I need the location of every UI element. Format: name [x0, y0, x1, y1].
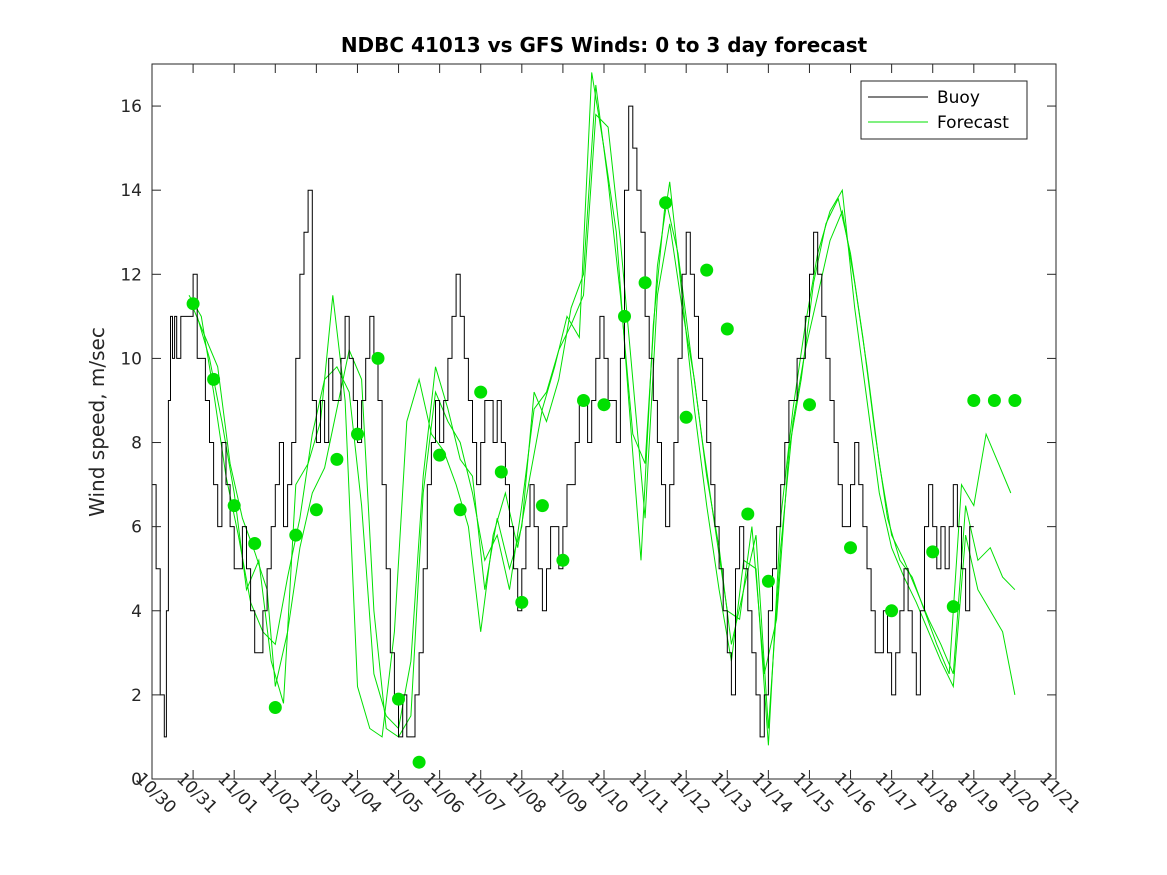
forecast-marker: [494, 465, 508, 479]
forecast-marker: [207, 372, 221, 386]
plot-background: [152, 64, 1056, 779]
forecast-marker: [659, 196, 673, 210]
forecast-marker: [392, 692, 405, 706]
forecast-marker: [577, 394, 590, 407]
chart-title: NDBC 41013 vs GFS Winds: 0 to 3 day fore…: [341, 33, 868, 57]
forecast-marker: [227, 499, 241, 513]
forecast-marker: [515, 595, 529, 609]
buoy-line: [152, 105, 974, 738]
forecast-marker: [433, 448, 447, 462]
forecast-marker: [474, 385, 488, 399]
plot-area: [152, 64, 1056, 779]
forecast-marker: [597, 398, 611, 412]
y-tick-label: 4: [131, 602, 142, 622]
forecast-marker: [535, 499, 549, 513]
y-tick-label: 6: [131, 518, 142, 538]
y-tick-label: 0: [131, 770, 142, 790]
forecast-marker: [618, 309, 631, 323]
forecast-marker: [761, 574, 775, 588]
legend-label-buoy: Buoy: [937, 88, 980, 108]
forecast-marker: [556, 553, 570, 567]
y-tick-label: 12: [120, 265, 142, 285]
forecast-marker: [926, 545, 940, 559]
forecast-marker: [638, 276, 652, 290]
forecast-lines: [188, 72, 1016, 746]
forecast-marker: [330, 452, 344, 466]
forecast-marker: [987, 394, 1001, 407]
forecast-marker: [700, 263, 714, 277]
forecast-markers: [186, 196, 1022, 769]
forecast-marker: [309, 503, 323, 517]
forecast-marker: [679, 410, 693, 424]
legend: Buoy Forecast: [860, 80, 1028, 140]
y-tick-label: 8: [131, 434, 142, 454]
forecast-marker: [248, 537, 262, 550]
forecast-marker: [371, 351, 385, 365]
y-tick-label: 2: [131, 686, 142, 706]
buoy-series: [152, 105, 974, 738]
forecast-marker: [885, 604, 899, 618]
forecast-marker: [412, 755, 426, 769]
forecast-marker: [946, 600, 960, 614]
forecast-marker: [1008, 394, 1022, 407]
legend-box: [860, 80, 1028, 140]
forecast-marker: [268, 701, 282, 714]
y-tick-label: 14: [120, 181, 142, 201]
forecast-run-3: [196, 72, 1012, 738]
y-tick-label: 10: [120, 349, 142, 369]
forecast-marker: [967, 394, 981, 407]
forecast-marker: [186, 297, 200, 311]
forecast-marker: [741, 507, 755, 521]
forecast-marker: [453, 503, 467, 517]
forecast-marker: [351, 427, 364, 441]
forecast-marker: [720, 322, 734, 336]
x-tick-label: 11/21: [1035, 769, 1084, 818]
forecast-marker: [803, 398, 816, 412]
forecast-marker: [289, 528, 303, 542]
y-axis-ticks: 0 2 4 6 8 10 12 14 16: [120, 97, 1056, 790]
y-tick-label: 16: [120, 97, 142, 117]
y-axis-label: Wind speed, m/sec: [85, 327, 109, 517]
legend-label-forecast: Forecast: [937, 113, 1009, 133]
forecast-marker: [844, 541, 857, 555]
